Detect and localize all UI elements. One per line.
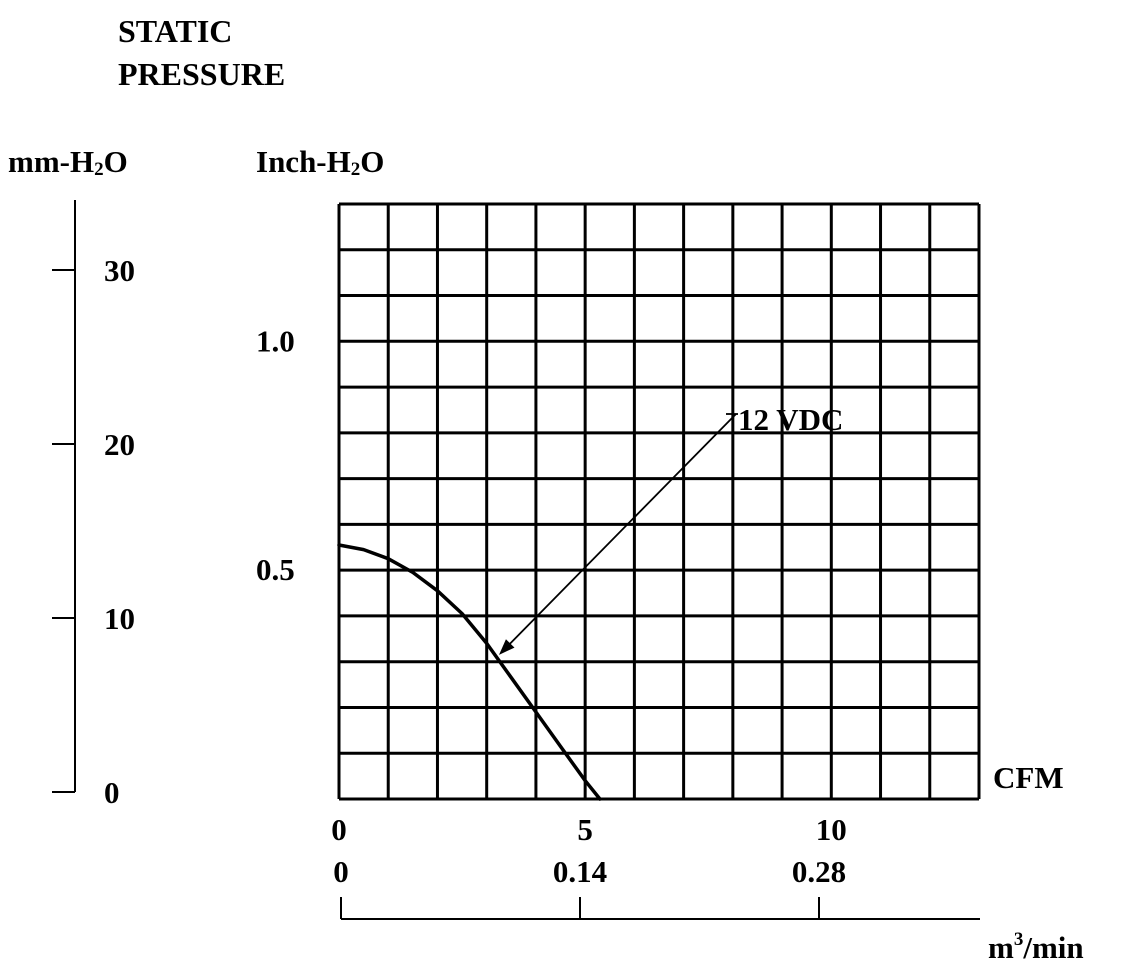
mm-h2o-axis: 0 10 20 30 (52, 200, 135, 810)
m3-min-axis-label: m3/min (988, 929, 1084, 965)
inch-h2o-ticks: 0.5 1.0 (256, 323, 295, 587)
cfm-tick-label: 0 (331, 812, 347, 847)
mm-h2o-tick-label: 0 (104, 775, 120, 810)
cfm-tick-label: 10 (816, 812, 847, 847)
mm-h2o-tick-label: 20 (104, 427, 135, 462)
chart-grid (337, 202, 981, 801)
m3-min-tick-label: 0.28 (792, 854, 846, 889)
cfm-tick-label: 5 (577, 812, 593, 847)
annotation-arrow-head (499, 639, 515, 655)
m3-min-tick-label: 0.14 (553, 854, 607, 889)
inch-h2o-tick-label: 1.0 (256, 323, 295, 358)
m3-min-axis: 0 0.14 0.28 (333, 854, 980, 920)
mm-h2o-axis-label: mm-H2O (8, 144, 128, 180)
inch-h2o-tick-label: 0.5 (256, 552, 295, 587)
series-group: 12 VDC (337, 402, 843, 801)
mm-h2o-tick-label: 30 (104, 253, 135, 288)
series-line-12-vdc (337, 543, 602, 801)
chart-title-line-1: STATIC (118, 13, 232, 49)
cfm-ticks: 0 5 10 (331, 812, 847, 847)
annotation-leader-line (502, 413, 737, 652)
inch-h2o-axis-label: Inch-H2O (256, 144, 384, 180)
chart-title-line-2: PRESSURE (118, 56, 285, 92)
mm-h2o-tick-label: 10 (104, 601, 135, 636)
annotation-label-12-vdc: 12 VDC (738, 402, 843, 437)
m3-min-tick-label: 0 (333, 854, 349, 889)
cfm-axis-label: CFM (993, 760, 1064, 795)
